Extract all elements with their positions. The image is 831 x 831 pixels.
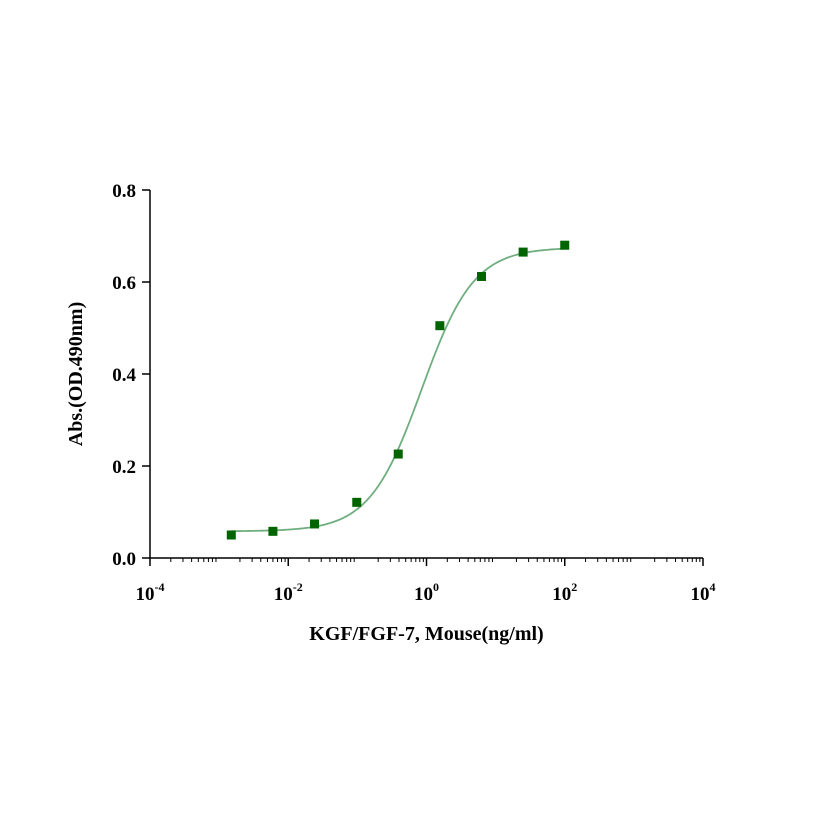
data-point bbox=[477, 271, 487, 281]
data-point bbox=[560, 240, 570, 250]
y-tick-label: 0.6 bbox=[112, 273, 136, 294]
data-point bbox=[435, 321, 445, 331]
x-tick-exponent: 0 bbox=[433, 580, 439, 594]
x-tick-base: 10 bbox=[691, 584, 710, 605]
data-point bbox=[310, 519, 320, 529]
x-tick-base: 10 bbox=[136, 584, 155, 605]
y-tick-label: 0.0 bbox=[112, 549, 136, 570]
data-points bbox=[226, 240, 570, 540]
x-tick-exponent: -2 bbox=[293, 580, 303, 594]
x-tick-base: 10 bbox=[274, 584, 293, 605]
data-point bbox=[518, 247, 528, 257]
data-point bbox=[268, 526, 278, 536]
x-tick-label: 100 bbox=[414, 580, 439, 605]
x-tick-base: 10 bbox=[414, 584, 433, 605]
x-tick-base: 10 bbox=[552, 584, 571, 605]
x-tick-label: 104 bbox=[691, 580, 716, 605]
x-axis-title: KGF/FGF-7, Mouse(ng/ml) bbox=[309, 623, 543, 645]
x-tick-label: 102 bbox=[552, 580, 577, 605]
data-point bbox=[226, 530, 236, 540]
x-tick-exponent: 4 bbox=[710, 580, 716, 594]
x-tick-label: 10-2 bbox=[274, 580, 303, 605]
x-ticks: 10-4 10-2 100 102 104 bbox=[136, 558, 716, 605]
data-point bbox=[352, 497, 362, 507]
y-ticks: 0.0 0.2 0.4 0.6 0.8 bbox=[112, 181, 150, 570]
x-tick-exponent: -4 bbox=[155, 580, 165, 594]
data-point bbox=[393, 449, 403, 459]
y-tick-label: 0.2 bbox=[112, 457, 136, 478]
y-tick-label: 0.4 bbox=[112, 365, 136, 386]
x-tick-label: 10-4 bbox=[136, 580, 165, 605]
fit-curve bbox=[231, 247, 565, 533]
y-axis-title: Abs.(OD.490nm) bbox=[65, 302, 87, 446]
y-tick-label: 0.8 bbox=[112, 181, 136, 202]
x-tick-exponent: 2 bbox=[571, 580, 577, 594]
